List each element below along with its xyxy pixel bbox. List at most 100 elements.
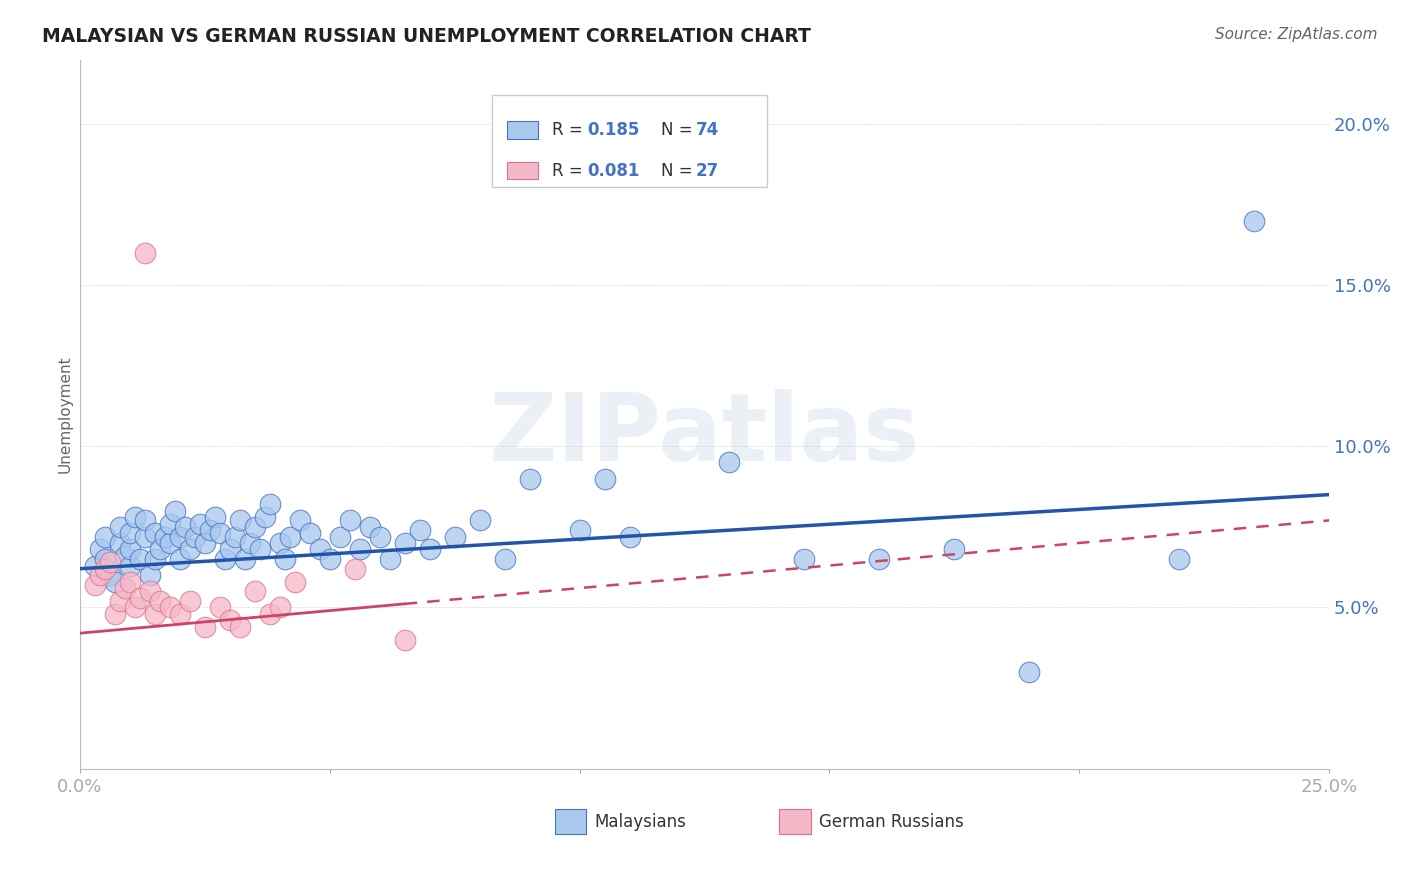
Text: Malaysians: Malaysians: [595, 813, 686, 830]
Point: [339, 513, 361, 527]
Point: [793, 552, 815, 566]
Point: [128, 591, 150, 605]
Point: [89, 568, 111, 582]
Text: R =: R =: [553, 121, 588, 139]
Y-axis label: Unemployment: Unemployment: [58, 355, 73, 473]
Point: [98, 555, 121, 569]
Text: German Russians: German Russians: [820, 813, 965, 830]
FancyBboxPatch shape: [554, 809, 586, 834]
Point: [188, 516, 211, 531]
Point: [94, 552, 117, 566]
Text: 0.185: 0.185: [588, 121, 640, 139]
Point: [308, 542, 330, 557]
Point: [349, 542, 371, 557]
Point: [149, 594, 172, 608]
Point: [159, 536, 181, 550]
Point: [368, 529, 391, 543]
Point: [169, 552, 191, 566]
Point: [143, 552, 166, 566]
Point: [108, 594, 131, 608]
Point: [868, 552, 890, 566]
Point: [153, 529, 176, 543]
Point: [278, 529, 301, 543]
Point: [149, 542, 172, 557]
Point: [139, 584, 162, 599]
Point: [108, 520, 131, 534]
Point: [128, 552, 150, 566]
Point: [104, 607, 127, 621]
Point: [233, 552, 256, 566]
Point: [198, 523, 221, 537]
Point: [408, 523, 430, 537]
Point: [253, 510, 276, 524]
FancyBboxPatch shape: [492, 95, 766, 187]
Point: [468, 513, 491, 527]
Point: [239, 536, 262, 550]
Point: [104, 574, 127, 589]
Point: [83, 578, 105, 592]
Text: N =: N =: [661, 121, 697, 139]
Point: [208, 526, 231, 541]
Point: [593, 471, 616, 485]
Point: [124, 510, 146, 524]
Point: [259, 607, 281, 621]
Point: [619, 529, 641, 543]
Point: [159, 516, 181, 531]
Point: [394, 536, 416, 550]
Point: [1168, 552, 1191, 566]
Point: [249, 542, 271, 557]
Point: [568, 523, 591, 537]
Text: 74: 74: [696, 121, 718, 139]
Point: [329, 529, 352, 543]
Point: [359, 520, 381, 534]
Text: MALAYSIAN VS GERMAN RUSSIAN UNEMPLOYMENT CORRELATION CHART: MALAYSIAN VS GERMAN RUSSIAN UNEMPLOYMENT…: [42, 27, 811, 45]
Point: [118, 574, 141, 589]
Point: [89, 542, 111, 557]
Point: [243, 520, 266, 534]
Point: [394, 632, 416, 647]
Point: [224, 529, 246, 543]
Point: [378, 552, 401, 566]
Point: [284, 574, 307, 589]
Point: [494, 552, 516, 566]
FancyBboxPatch shape: [779, 809, 811, 834]
Point: [269, 536, 291, 550]
Point: [229, 513, 252, 527]
Point: [118, 526, 141, 541]
Point: [173, 520, 195, 534]
Point: [443, 529, 465, 543]
Point: [343, 562, 366, 576]
Point: [204, 510, 226, 524]
Point: [218, 542, 240, 557]
Point: [519, 471, 541, 485]
FancyBboxPatch shape: [508, 121, 538, 139]
Point: [243, 584, 266, 599]
Point: [98, 568, 121, 582]
Point: [118, 558, 141, 573]
Point: [269, 600, 291, 615]
Point: [108, 536, 131, 550]
Point: [83, 558, 105, 573]
Point: [288, 513, 311, 527]
Text: R =: R =: [553, 161, 588, 179]
Point: [229, 620, 252, 634]
Text: 0.081: 0.081: [588, 161, 640, 179]
Point: [169, 607, 191, 621]
Point: [298, 526, 321, 541]
Point: [134, 529, 156, 543]
Point: [218, 613, 240, 627]
Point: [114, 549, 136, 563]
Point: [194, 536, 217, 550]
Point: [319, 552, 342, 566]
Point: [259, 497, 281, 511]
Point: [169, 529, 191, 543]
Point: [114, 581, 136, 595]
Text: ZIPatlas: ZIPatlas: [489, 389, 920, 482]
Point: [159, 600, 181, 615]
Text: Source: ZipAtlas.com: Source: ZipAtlas.com: [1215, 27, 1378, 42]
Point: [143, 526, 166, 541]
Point: [118, 542, 141, 557]
Point: [1018, 665, 1040, 679]
Point: [194, 620, 217, 634]
Point: [214, 552, 236, 566]
